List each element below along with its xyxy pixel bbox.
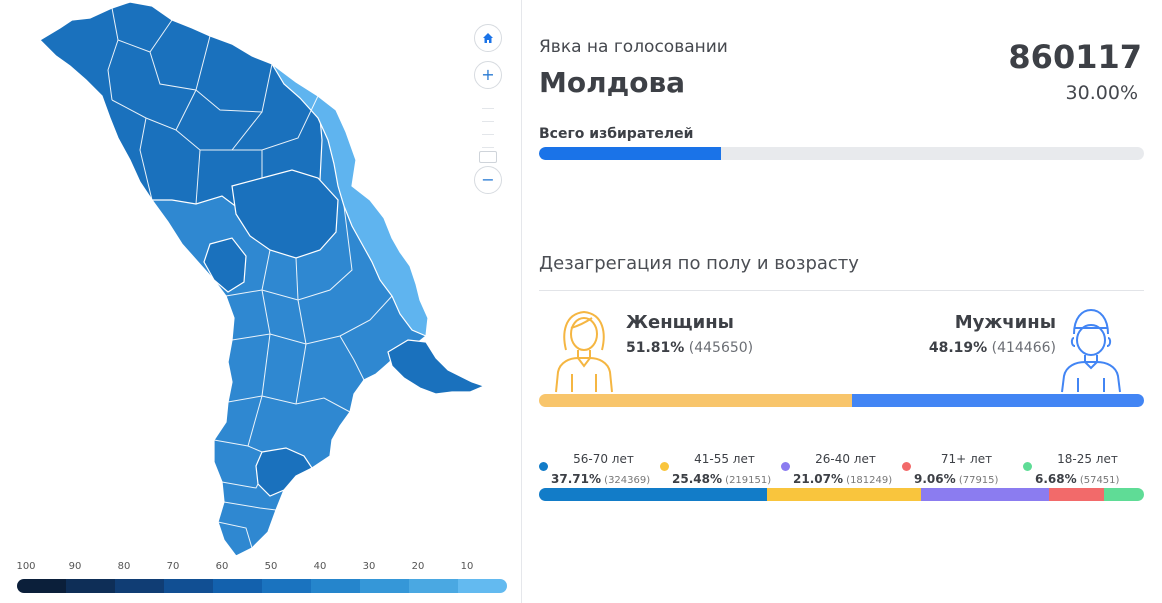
age-group-percent: 6.68% xyxy=(1035,472,1077,486)
zoom-in-button[interactable]: + xyxy=(474,61,502,89)
age-group-stats: 21.07% (181249) xyxy=(793,472,892,486)
turnout-progress-fill xyxy=(539,147,721,160)
age-group-count: (181249) xyxy=(842,475,893,486)
turnout-progress-bar xyxy=(539,147,1144,160)
age-group-stats: 9.06% (77915) xyxy=(914,472,998,486)
legend-swatch xyxy=(17,579,66,593)
male-icon xyxy=(1061,308,1121,393)
age-group-item: 41-55 лет 25.48% (219151) xyxy=(660,452,777,488)
legend-swatch xyxy=(409,579,458,593)
female-label: Женщины xyxy=(626,312,734,333)
gender-bar-male xyxy=(852,394,1144,407)
legend-label: 40 xyxy=(313,561,327,572)
age-group-item: 56-70 лет 37.71% (324369) xyxy=(539,452,656,488)
voters-label: Всего избирателей xyxy=(539,126,694,142)
legend-label: 90 xyxy=(68,561,82,572)
legend-swatch xyxy=(115,579,164,593)
legend-swatch xyxy=(66,579,115,593)
age-group-count: (219151) xyxy=(721,475,772,486)
legend-label: 70 xyxy=(166,561,180,572)
legend-color-scale xyxy=(17,579,507,593)
age-bar-segment xyxy=(767,488,922,501)
turnout-subtitle: Явка на голосовании xyxy=(539,37,728,57)
age-group-percent: 25.48% xyxy=(672,472,722,486)
country-title: Молдова xyxy=(539,66,686,99)
female-count: (445650) xyxy=(688,340,754,356)
map-region-east[interactable] xyxy=(271,63,429,337)
legend-label: 10 xyxy=(460,561,474,572)
legend-label: 20 xyxy=(411,561,425,572)
age-bar-segment xyxy=(921,488,1049,501)
legend-swatch xyxy=(360,579,409,593)
age-group-name: 71+ лет xyxy=(940,452,993,466)
disaggregation-title: Дезагрегация по полу и возрасту xyxy=(539,253,859,274)
zoom-out-button[interactable]: − xyxy=(474,166,502,194)
age-group-stats: 6.68% (57451) xyxy=(1035,472,1119,486)
age-group-name: 41-55 лет xyxy=(694,452,755,466)
male-count: (414466) xyxy=(991,340,1056,356)
zoom-tick xyxy=(482,108,494,109)
age-group-percent: 9.06% xyxy=(914,472,956,486)
age-group-percent: 21.07% xyxy=(793,472,843,486)
age-group-dot xyxy=(902,462,911,471)
divider xyxy=(539,290,1144,291)
legend-swatch xyxy=(458,579,507,593)
age-group-dot xyxy=(660,462,669,471)
zoom-tick xyxy=(482,147,494,148)
age-group-count: (324369) xyxy=(600,475,651,486)
legend-label: 80 xyxy=(117,561,131,572)
age-group-count: (57451) xyxy=(1076,475,1120,486)
home-icon xyxy=(483,33,493,43)
age-bar-segment xyxy=(539,488,768,501)
map-region-south-border[interactable] xyxy=(255,447,313,497)
age-bar-segment xyxy=(1048,488,1104,501)
age-group-name: 26-40 лет xyxy=(815,452,876,466)
male-label: Мужчины xyxy=(954,312,1056,333)
age-group-item: 18-25 лет 6.68% (57451) xyxy=(1023,452,1140,488)
age-group-stats: 37.71% (324369) xyxy=(551,472,650,486)
legend-label: 60 xyxy=(215,561,229,572)
age-group-dot xyxy=(539,462,548,471)
zoom-tick xyxy=(482,134,494,135)
age-group-count: (77915) xyxy=(955,475,999,486)
legend-label: 100 xyxy=(16,561,36,572)
age-group-dot xyxy=(1023,462,1032,471)
map-region-west-center[interactable] xyxy=(203,237,247,293)
age-group-dot xyxy=(781,462,790,471)
turnout-total: 860117 xyxy=(1008,38,1142,76)
female-stats: 51.81% (445650) xyxy=(626,340,753,356)
map-region-southeast[interactable] xyxy=(387,339,486,395)
stats-panel: Явка на голосовании Молдова 860117 30.00… xyxy=(522,0,1162,603)
age-group-percent: 37.71% xyxy=(551,472,601,486)
map-region-center[interactable] xyxy=(231,169,339,259)
map-panel: + − 100 90 80 70 60 50 40 30 20 10 xyxy=(0,0,522,603)
zoom-tick xyxy=(482,121,494,122)
legend-swatch xyxy=(262,579,311,593)
age-group-name: 56-70 лет xyxy=(573,452,634,466)
gender-bar-female xyxy=(539,394,853,407)
female-percent: 51.81% xyxy=(626,340,685,356)
male-percent: 48.19% xyxy=(928,340,988,356)
age-group-stats: 25.48% (219151) xyxy=(672,472,771,486)
female-icon xyxy=(555,310,613,393)
legend-swatch xyxy=(164,579,213,593)
gender-bar xyxy=(539,394,1144,407)
age-group-item: 71+ лет 9.06% (77915) xyxy=(902,452,1019,488)
map-district-borders xyxy=(107,7,393,549)
age-group-item: 26-40 лет 21.07% (181249) xyxy=(781,452,898,488)
male-stats: 48.19% (414466) xyxy=(929,340,1056,356)
legend-label: 50 xyxy=(264,561,278,572)
age-bar-segment xyxy=(1103,488,1144,501)
moldova-map[interactable] xyxy=(0,0,521,560)
turnout-percent: 30.00% xyxy=(1065,82,1138,104)
legend-labels: 100 90 80 70 60 50 40 30 20 10 xyxy=(14,561,514,575)
age-group-name: 18-25 лет xyxy=(1057,452,1118,466)
zoom-slider-handle[interactable] xyxy=(479,151,497,163)
legend-label: 30 xyxy=(362,561,376,572)
home-button[interactable] xyxy=(474,24,502,52)
age-bar xyxy=(539,488,1144,501)
legend-swatch xyxy=(311,579,360,593)
legend-swatch xyxy=(213,579,262,593)
